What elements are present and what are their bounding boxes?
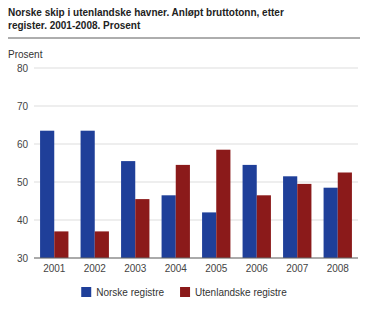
bar <box>162 195 176 258</box>
x-tick-label: 2003 <box>124 263 147 274</box>
bars <box>40 131 352 258</box>
x-axis-line <box>34 258 358 259</box>
y-tick-label: 30 <box>17 253 29 264</box>
bar <box>257 195 271 258</box>
title-separator <box>8 38 360 39</box>
y-tick-label: 80 <box>17 63 29 74</box>
x-tick-label: 2004 <box>165 263 188 274</box>
x-tick-label: 2006 <box>246 263 269 274</box>
bar <box>121 161 135 258</box>
bar <box>338 173 352 259</box>
grid-line <box>34 106 358 107</box>
y-tick-label: 70 <box>17 101 29 112</box>
subtitle: register. 2001-2008. Prosent <box>8 20 141 31</box>
bar <box>176 165 190 258</box>
x-tick-label: 2002 <box>84 263 107 274</box>
legend-label: Norske registre <box>96 287 164 298</box>
bar <box>81 131 95 258</box>
chart-container: Norske skip i utenlandske havner. Anløpt… <box>0 0 368 326</box>
bar <box>216 150 230 258</box>
x-tick-label: 2001 <box>43 263 66 274</box>
legend: Norske registre Utenlandske registre <box>81 287 287 298</box>
bar <box>283 176 297 258</box>
legend-item: Norske registre <box>81 287 164 298</box>
bar <box>243 165 257 258</box>
bar <box>324 188 338 258</box>
grid-line <box>34 68 358 69</box>
legend-label: Utenlandske registre <box>195 287 287 298</box>
bar <box>54 231 68 258</box>
bar <box>297 184 311 258</box>
y-tick-label: 60 <box>17 139 29 150</box>
legend-swatch <box>81 287 91 297</box>
legend-item: Utenlandske registre <box>180 287 287 298</box>
bar <box>202 212 216 258</box>
bar <box>135 199 149 258</box>
grid-line <box>34 258 358 259</box>
y-tick-label: 40 <box>17 215 29 226</box>
bar <box>95 231 109 258</box>
legend-swatch <box>180 287 190 297</box>
y-axis-label: Prosent <box>8 49 43 60</box>
chart: Norske skip i utenlandske havner. Anløpt… <box>0 0 368 326</box>
x-tick-label: 2007 <box>286 263 309 274</box>
title: Norske skip i utenlandske havner. Anløpt… <box>8 7 284 18</box>
x-tick-label: 2005 <box>205 263 228 274</box>
y-tick-label: 50 <box>17 177 29 188</box>
x-tick-label: 2008 <box>327 263 350 274</box>
bar <box>40 131 54 258</box>
